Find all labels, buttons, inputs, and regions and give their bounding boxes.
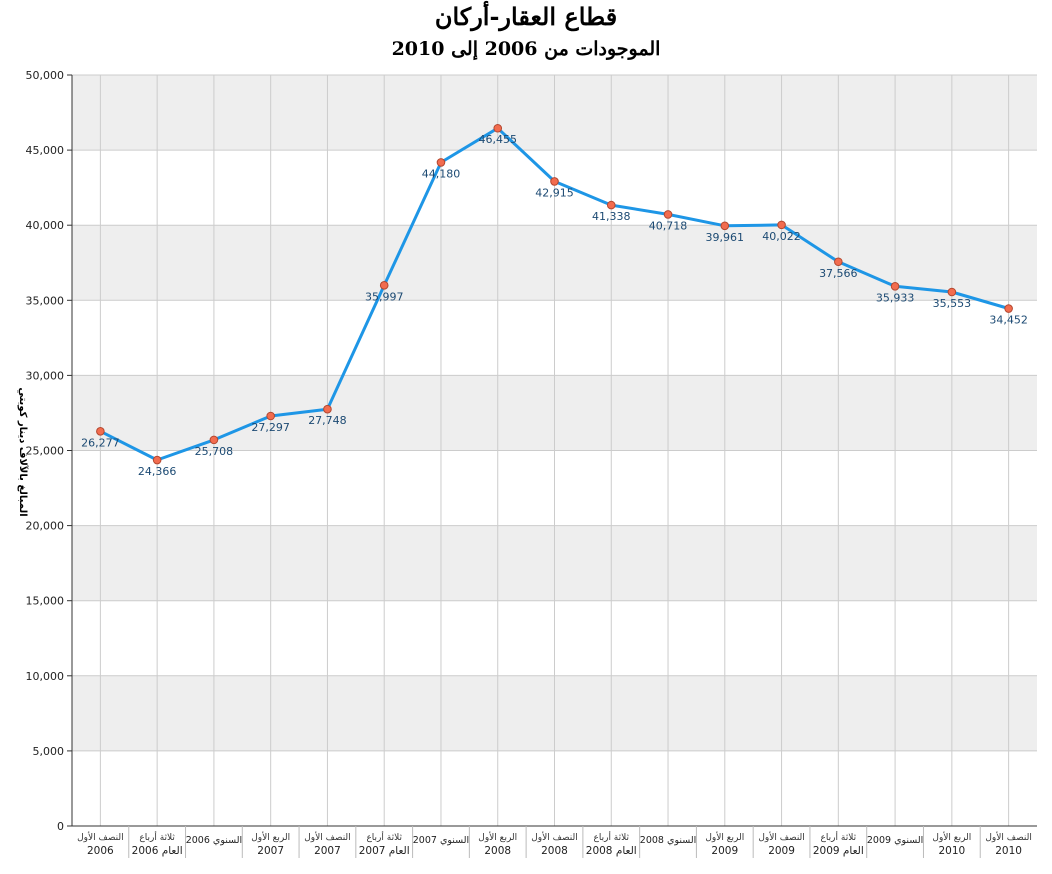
- y-tick-label: 25,000: [26, 445, 65, 458]
- x-tick-label: النصف الأول: [304, 831, 350, 843]
- data-point: [323, 404, 332, 414]
- x-tick-label: النصف الأول: [985, 831, 1031, 843]
- chart-title: قطاع العقار-أركان: [434, 2, 618, 31]
- data-point: [663, 210, 673, 219]
- x-tick-label: العام 2007: [359, 845, 410, 857]
- x-tick-label: 2007: [314, 845, 341, 857]
- data-label: 27,748: [308, 414, 347, 427]
- y-tick-label: 15,000: [26, 595, 65, 608]
- data-label: 35,997: [365, 290, 404, 303]
- x-tick-label: العام 2009: [813, 845, 864, 857]
- data-label: 35,553: [933, 297, 972, 310]
- data-point: [550, 177, 559, 186]
- data-label: 35,933: [876, 291, 915, 304]
- data-label: 44,180: [422, 167, 461, 180]
- data-point: [1004, 304, 1013, 313]
- data-label: 26,277: [81, 436, 120, 449]
- x-tick-label: العام 2006: [132, 845, 183, 857]
- data-label: 34,452: [989, 314, 1028, 327]
- data-label: 37,566: [819, 267, 858, 280]
- data-label: 40,718: [649, 219, 688, 232]
- y-tick-label: 0: [57, 820, 64, 833]
- x-tick-label: ثلاثة أرباع: [366, 831, 402, 843]
- data-point: [152, 455, 162, 465]
- x-tick-label: ثلاثة أرباع: [139, 831, 175, 843]
- x-tick-label: ثلاثة أرباع: [593, 831, 629, 843]
- x-tick-label: 2007: [257, 845, 284, 857]
- x-tick-label: الربع الأول: [932, 831, 971, 843]
- data-label: 39,961: [706, 231, 745, 244]
- data-label: 46,455: [478, 133, 517, 146]
- x-tick-label: 2009: [768, 845, 795, 857]
- x-tick-label: 2010: [995, 845, 1022, 857]
- data-label: 24,366: [138, 465, 177, 478]
- x-tick-label: النصف الأول: [531, 831, 577, 843]
- x-tick-label: السنوي 2007: [413, 835, 469, 846]
- x-tick-label: العام 2008: [586, 845, 637, 857]
- x-tick-label: الربع الأول: [251, 831, 290, 843]
- data-label: 25,708: [195, 445, 234, 458]
- x-tick-label: ثلاثة أرباع: [821, 831, 857, 843]
- x-tick-label: 2010: [938, 845, 965, 857]
- y-tick-label: 35,000: [26, 294, 65, 307]
- y-tick-label: 20,000: [26, 520, 65, 533]
- data-point: [606, 200, 616, 210]
- data-point: [890, 281, 900, 291]
- y-tick-label: 45,000: [26, 144, 65, 157]
- data-point: [493, 123, 503, 133]
- y-tick-label: 10,000: [26, 670, 65, 683]
- data-point: [209, 435, 219, 445]
- x-tick-label: 2006: [87, 845, 114, 857]
- y-tick-label: 40,000: [26, 219, 65, 232]
- x-tick-label: النصف الأول: [758, 831, 804, 843]
- x-tick-label: السنوي 2008: [640, 835, 696, 846]
- x-tick-label: السنوي 2009: [867, 835, 923, 846]
- data-point: [436, 158, 446, 167]
- y-tick-label: 5,000: [33, 745, 65, 758]
- data-label: 40,022: [762, 230, 801, 243]
- data-point: [379, 281, 389, 290]
- data-point: [834, 257, 843, 267]
- data-point: [777, 220, 786, 230]
- data-label: 42,915: [535, 186, 574, 199]
- chart-subtitle: الموجودات من 2006 إلى 2010: [391, 38, 661, 60]
- x-tick-label: 2008: [484, 845, 511, 857]
- x-tick-label: السنوي 2006: [186, 835, 242, 846]
- y-tick-label: 50,000: [26, 69, 65, 82]
- x-tick-label: الربع الأول: [478, 831, 517, 843]
- data-point: [720, 221, 730, 231]
- data-label: 27,297: [251, 421, 290, 434]
- data-label: 41,338: [592, 210, 631, 223]
- x-tick-label: 2009: [711, 845, 738, 857]
- data-point: [96, 427, 105, 436]
- x-tick-label: الربع الأول: [705, 831, 744, 843]
- x-tick-label: النصف الأول: [77, 831, 123, 843]
- y-tick-label: 30,000: [26, 369, 65, 382]
- data-point: [947, 287, 957, 297]
- y-axis-label: المبالغ بالآلاف دينار كويتي: [17, 387, 29, 516]
- data-point: [266, 411, 275, 421]
- x-tick-label: 2008: [541, 845, 568, 857]
